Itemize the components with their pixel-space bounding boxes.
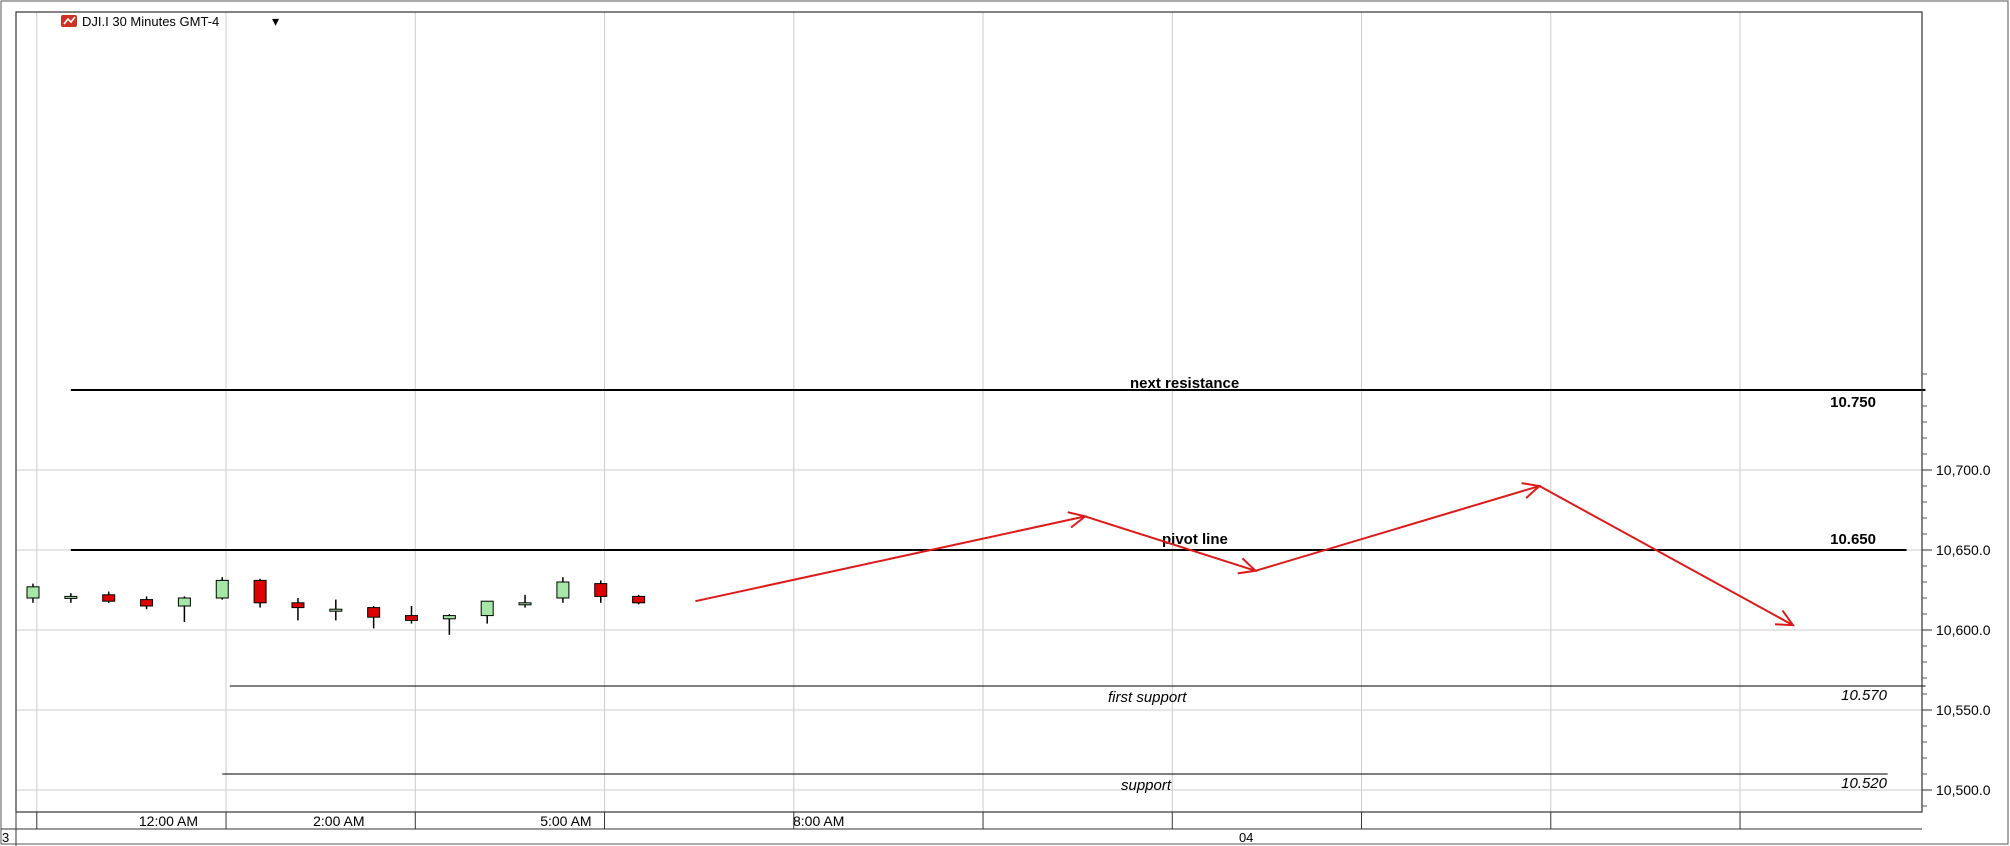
y-tick-label: 10,500.0	[1936, 782, 1991, 798]
forecast-arrow-shaft	[1255, 485, 1540, 572]
candle-body-up	[556, 581, 570, 599]
candle-body-up	[480, 600, 494, 617]
candle	[518, 594, 532, 608]
candle-body-down	[253, 579, 267, 604]
candle	[215, 577, 229, 600]
candle-body-up	[329, 608, 343, 612]
candle	[442, 614, 456, 635]
forecast-arrows	[695, 482, 1796, 627]
chart-logo-icon-mark	[63, 16, 76, 25]
forecast-arrow	[695, 511, 1088, 603]
level-price-label: 10.570	[1841, 687, 1888, 704]
level-name-label: next resistance	[1130, 375, 1239, 392]
x-tick-label: 5:00 AM	[540, 813, 591, 829]
x-tick-label: 8:00 AM	[793, 813, 844, 829]
candle	[556, 577, 570, 603]
forecast-arrow	[1538, 485, 1796, 627]
candle	[253, 578, 267, 608]
x-date-label: 3	[2, 830, 9, 845]
candle	[26, 583, 40, 603]
level-price-label: 10.650	[1830, 531, 1876, 548]
chevron-down-icon[interactable]: ▾	[272, 13, 279, 29]
candle	[367, 606, 381, 629]
candle	[177, 596, 191, 622]
candle	[64, 593, 78, 603]
candle	[594, 580, 608, 603]
candle-body-up	[215, 579, 229, 599]
y-tick-label: 10,700.0	[1936, 462, 1991, 478]
grid	[16, 12, 1922, 812]
forecast-arrow-shaft	[1538, 485, 1794, 627]
y-tick-label: 10,650.0	[1936, 542, 1991, 558]
symbol-label[interactable]: DJI.I 30 Minutes GMT-4	[82, 14, 219, 29]
y-tick-label: 10,600.0	[1936, 622, 1991, 638]
candle-body-down	[102, 594, 116, 602]
candle-body-up	[442, 615, 456, 620]
candle-body-down	[367, 607, 381, 618]
forecast-arrow-shaft	[695, 515, 1086, 603]
level-name-label: support	[1121, 777, 1172, 794]
candle-body-up	[518, 602, 532, 606]
candle-body-up	[177, 597, 191, 607]
plot-frame	[15, 11, 1923, 813]
level-lines: next resistance 10.750 pivot line 10.650 fir…	[70, 375, 1926, 794]
candle	[405, 606, 418, 624]
candle	[140, 596, 154, 610]
candle	[632, 594, 646, 605]
level-price-label: 10.520	[1841, 775, 1888, 792]
candle-body-down	[594, 583, 608, 597]
candle	[329, 599, 343, 621]
level-name-label: pivot line	[1162, 531, 1228, 548]
chart-header[interactable]: DJI.I 30 Minutes GMT-4 ▾	[61, 13, 279, 29]
forecast-arrow	[1255, 482, 1542, 572]
candle-body-down	[632, 595, 646, 604]
level-price-label: 10.750	[1830, 394, 1876, 411]
candle-body-up	[64, 595, 78, 599]
candle-body-down	[405, 615, 418, 621]
candle	[291, 598, 305, 621]
forecast-arrow-head	[1774, 609, 1796, 627]
candle-body-down	[291, 602, 305, 609]
forecast-arrow-shaft	[1084, 515, 1256, 572]
candle	[480, 600, 494, 624]
candle	[102, 591, 116, 603]
y-tick-label: 10,550.0	[1936, 702, 1991, 718]
candle-body-up	[26, 586, 40, 599]
candles	[26, 577, 646, 635]
candle-body-down	[140, 599, 154, 607]
x-date-label: 04	[1239, 830, 1253, 845]
x-tick-label: 2:00 AM	[313, 813, 364, 829]
x-tick-label: 12:00 AM	[139, 813, 198, 829]
level-name-label: first support	[1108, 689, 1187, 706]
